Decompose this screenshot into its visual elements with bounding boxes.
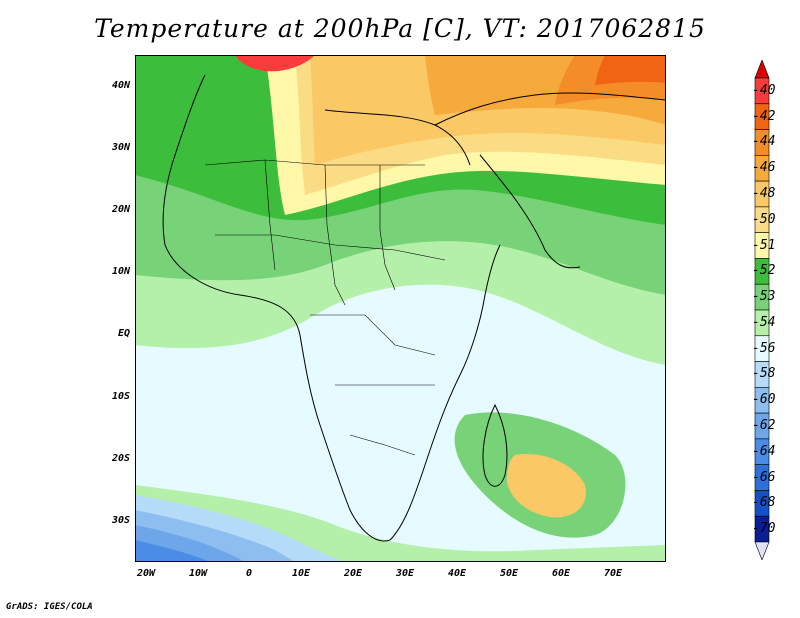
contour-band-40 <box>235 55 315 72</box>
lat-label-30s: 30S <box>111 515 130 526</box>
colorbar-label: -50 <box>752 211 776 227</box>
colorbar-label: -42 <box>752 108 776 124</box>
colorbar-top-arrow <box>754 60 770 79</box>
lon-label-0: 0 <box>245 568 253 579</box>
colorbar-label: -56 <box>752 340 776 356</box>
colorbar-label: -70 <box>752 521 776 537</box>
lat-label-10n: 10N <box>111 266 130 277</box>
map-title: Temperature at 200hPa [C], VT: 201706281… <box>94 14 706 43</box>
colorbar-label: -48 <box>752 186 776 201</box>
lat-label-10s: 10S <box>111 391 130 402</box>
colorbar-label: -44 <box>752 134 776 150</box>
colorbar-label: -68 <box>752 495 776 511</box>
lat-label-eq: EQ <box>117 328 130 339</box>
colorbar-label: -58 <box>752 366 776 382</box>
colorbar-label: -66 <box>752 469 776 485</box>
contour-cold-64 <box>135 540 210 562</box>
lon-label-30e: 30E <box>395 568 415 579</box>
grads-credit: GrADS: IGES/COLA <box>6 602 93 612</box>
colorbar-label: -53 <box>752 289 776 305</box>
lon-label-60e: 60E <box>551 568 571 579</box>
colorbar-label: -54 <box>752 314 776 330</box>
coastlines <box>162 74 666 542</box>
colorbar-label: -62 <box>752 418 776 433</box>
colorbar-label: -46 <box>752 160 776 176</box>
lat-label-30n: 30N <box>111 142 130 153</box>
lon-label-40e: 40E <box>447 568 467 579</box>
colorbar-label: -52 <box>752 263 776 279</box>
colorbar-bottom-arrow <box>754 541 770 560</box>
colorbar-label: -60 <box>752 392 776 408</box>
lat-label-40n: 40N <box>111 80 130 91</box>
colorbar <box>754 60 770 560</box>
colorbar-label: -40 <box>752 82 776 98</box>
lat-label-20s: 20S <box>111 453 130 464</box>
lon-label-10w: 10W <box>188 568 208 579</box>
country-borders <box>204 159 446 456</box>
temperature-field <box>135 55 666 562</box>
contour-band-42 <box>595 55 666 85</box>
lon-label-50e: 50E <box>499 568 519 579</box>
lon-label-10e: 10E <box>291 568 311 579</box>
map-plot-area <box>135 55 666 562</box>
colorbar-label: -51 <box>752 237 776 253</box>
colorbar-label: -64 <box>752 443 776 459</box>
lat-label-20n: 20N <box>111 204 130 215</box>
contour-patch-south-inner <box>506 454 586 518</box>
lon-label-20e: 20E <box>343 568 363 579</box>
lon-label-20w: 20W <box>136 568 156 579</box>
lon-label-70e: 70E <box>603 568 623 579</box>
